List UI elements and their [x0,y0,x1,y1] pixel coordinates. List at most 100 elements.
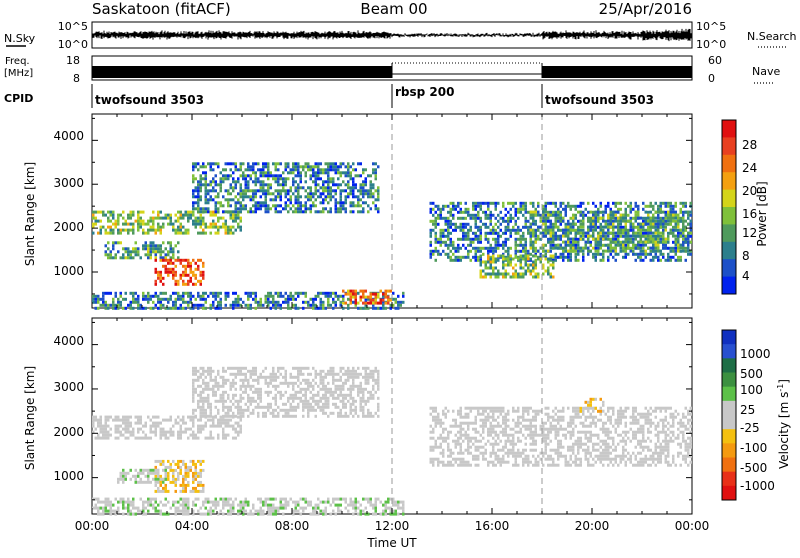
data-cell-0-7 [482,270,485,273]
data-cell-1-0 [205,437,208,440]
data-cell-0-6 [430,253,433,256]
data-cell-1-0 [105,431,108,434]
data-cell-0-8 [682,247,685,250]
data-cell-0-0 [125,223,128,226]
data-cell-0-6 [600,235,603,238]
data-cell-0-8 [617,211,620,214]
data-cell-0-3 [280,195,283,198]
data-cell-0-3 [297,171,300,174]
data-cell-0-8 [565,241,568,244]
data-cell-1-1 [230,385,233,388]
data-cell-0-7 [537,273,540,276]
data-cell-1-0 [152,425,155,428]
data-cell-0-4 [112,298,115,301]
data-cell-0-3 [350,192,353,195]
data-cell-1-0 [222,428,225,431]
data-cell-1-0 [147,437,150,440]
data-cell-0-8 [632,229,635,232]
data-cell-0-8 [537,214,540,217]
data-cell-0-3 [355,195,358,198]
data-cell-0-3 [312,174,315,177]
data-cell-1-1 [342,394,345,397]
data-cell-0-3 [290,198,293,201]
data-cell-0-3 [270,174,273,177]
data-cell-0-4 [307,304,310,307]
data-cell-1-1 [240,406,243,409]
data-cell-0-6 [555,205,558,208]
data-cell-1-0 [222,422,225,425]
data-cell-0-3 [375,174,378,177]
data-cell-1-0 [130,422,133,425]
data-cell-0-8 [532,220,535,223]
data-cell-0-3 [242,162,245,165]
data-cell-0-8 [552,238,555,241]
data-cell-1-1 [327,415,330,418]
data-cell-0-4 [275,307,278,310]
data-cell-1-1 [267,394,270,397]
data-cell-0-8 [550,235,553,238]
data-cell-0-6 [435,226,438,229]
data-cell-0-4 [335,304,338,307]
data-cell-0-4 [290,298,293,301]
data-cell-0-6 [527,226,530,229]
data-cell-1-0 [115,428,118,431]
data-cell-0-6 [487,214,490,217]
data-cell-0-8 [650,238,653,241]
data-cell-0-3 [257,177,260,180]
data-cell-0-8 [587,220,590,223]
data-cell-1-1 [257,379,260,382]
data-cell-0-6 [520,202,523,205]
data-cell-0-1 [130,256,133,259]
data-cell-1-1 [330,388,333,391]
data-cell-0-6 [517,211,520,214]
data-cell-1-1 [210,415,213,418]
data-cell-0-4 [162,298,165,301]
data-cell-0-6 [557,229,560,232]
data-cell-0-5 [360,296,363,299]
data-cell-0-8 [670,214,673,217]
data-cell-1-1 [327,370,330,373]
data-cell-0-1 [170,247,173,250]
data-cell-1-1 [237,400,240,403]
freq-tick-top: 18 [66,54,80,67]
data-cell-0-0 [132,232,135,235]
data-cell-0-8 [687,235,690,238]
data-cell-0-6 [480,241,483,244]
data-cell-0-4 [270,301,273,304]
data-cell-0-6 [530,253,533,256]
data-cell-0-0 [187,232,190,235]
data-cell-0-8 [557,238,560,241]
data-cell-0-6 [495,247,498,250]
data-cell-0-8 [630,250,633,253]
data-cell-0-2 [185,268,188,271]
data-cell-0-0 [200,232,203,235]
data-cell-1-1 [322,403,325,406]
data-cell-1-0 [107,431,110,434]
data-cell-0-0 [212,211,215,214]
data-cell-0-4 [275,292,278,295]
data-cell-0-3 [242,195,245,198]
data-cell-0-2 [155,271,158,274]
data-cell-0-0 [215,223,218,226]
data-cell-1-1 [270,412,273,415]
data-cell-1-1 [235,415,238,418]
data-cell-0-8 [535,250,538,253]
data-cell-0-0 [197,217,200,220]
data-cell-1-1 [205,400,208,403]
data-cell-0-6 [435,238,438,241]
data-cell-0-0 [152,229,155,232]
data-cell-0-8 [677,250,680,253]
cpid-segment-2: rbsp 200 [395,85,454,99]
data-cell-0-3 [215,189,218,192]
data-cell-1-0 [212,416,215,419]
data-cell-0-3 [367,195,370,198]
data-cell-0-6 [447,244,450,247]
data-cell-0-6 [545,205,548,208]
data-cell-0-2 [195,283,198,286]
data-cell-0-3 [337,201,340,204]
data-cell-0-1 [147,247,150,250]
data-cell-0-3 [210,183,213,186]
data-cell-0-3 [200,210,203,213]
data-cell-0-3 [212,189,215,192]
data-cell-0-0 [167,223,170,226]
